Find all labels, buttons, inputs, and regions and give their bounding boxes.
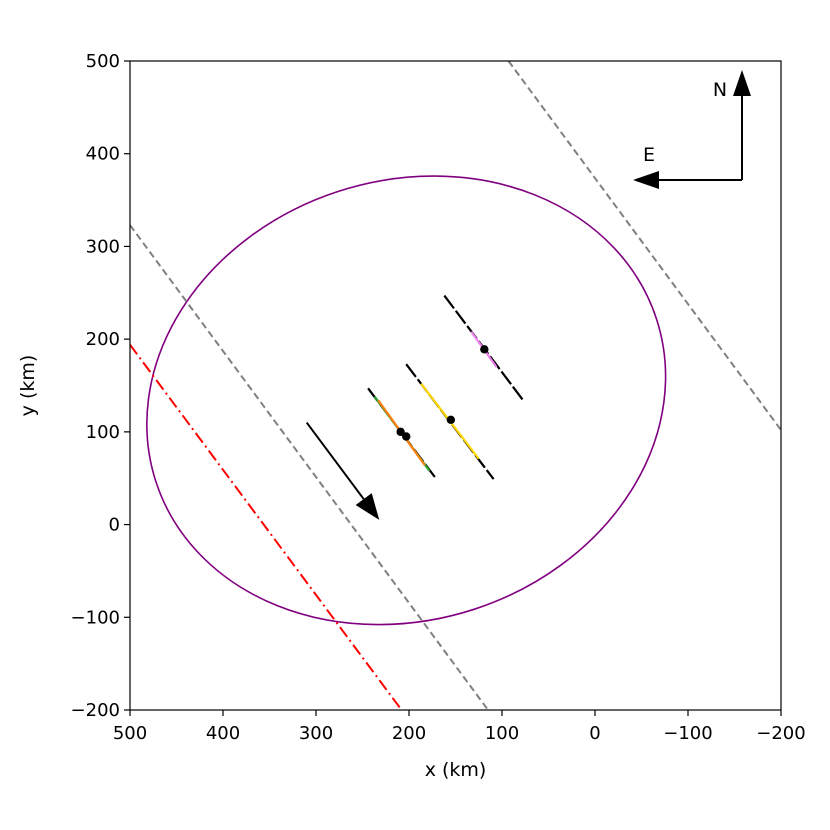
y-axis: 500 400 300 200 100 0 −100 −200 bbox=[71, 51, 130, 721]
motion-direction-arrowhead bbox=[355, 493, 380, 520]
y-tick-label: 200 bbox=[86, 329, 120, 350]
y-tick-label: 300 bbox=[86, 236, 120, 257]
compass-north-label: N bbox=[713, 79, 727, 101]
x-tick-label: −200 bbox=[756, 723, 805, 744]
x-tick-label: 500 bbox=[113, 723, 147, 744]
chord-center-point bbox=[402, 432, 411, 441]
negative-chord-line bbox=[130, 344, 403, 710]
compass-east-arrowhead bbox=[633, 171, 659, 189]
limb-ellipse bbox=[146, 175, 667, 626]
y-tick-label: 0 bbox=[109, 515, 120, 536]
motion-direction-arrow bbox=[305, 421, 365, 500]
x-tick-label: 200 bbox=[392, 723, 426, 744]
x-tick-label: 300 bbox=[299, 723, 333, 744]
y-tick-label: 500 bbox=[86, 51, 120, 72]
body-limit-dashed-line bbox=[507, 61, 781, 431]
body-limit-dashed-line bbox=[130, 224, 489, 710]
x-tick-label: 400 bbox=[206, 723, 240, 744]
x-tick-label: 0 bbox=[589, 723, 600, 744]
compass-north-arrowhead bbox=[733, 70, 751, 96]
x-tick-label: 100 bbox=[485, 723, 519, 744]
chord-center-point bbox=[480, 345, 489, 354]
chord-center-point bbox=[396, 427, 405, 437]
compass-east-label: E bbox=[643, 144, 655, 166]
plot-area bbox=[130, 61, 781, 710]
y-tick-label: 400 bbox=[86, 144, 120, 165]
chord-center-point bbox=[446, 415, 456, 425]
axes-frame bbox=[129, 60, 782, 711]
x-axis: 500 400 300 200 100 0 −100 −200 bbox=[113, 710, 806, 744]
y-tick-label: −100 bbox=[71, 607, 120, 628]
x-tick-label: −100 bbox=[663, 723, 712, 744]
y-tick-label: 100 bbox=[86, 422, 120, 443]
y-tick-label: −200 bbox=[71, 700, 120, 721]
y-axis-title: y (km) bbox=[17, 355, 39, 417]
x-axis-title: x (km) bbox=[425, 759, 487, 781]
compass-rose: N E bbox=[633, 70, 751, 189]
